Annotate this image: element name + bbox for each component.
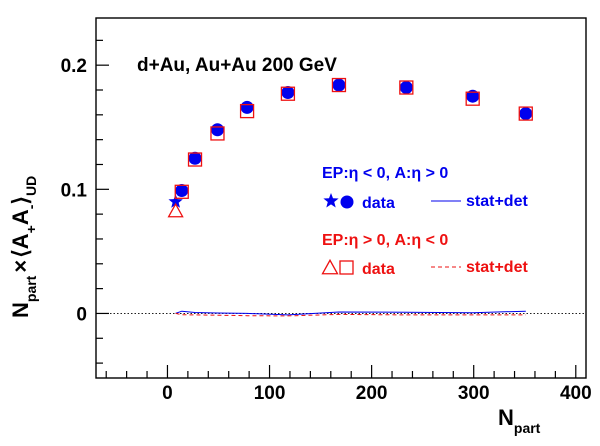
data-point-circle xyxy=(188,151,202,165)
y-axis-title-n: N xyxy=(8,302,33,318)
x-axis-title-sub: part xyxy=(514,420,541,436)
data-point-star xyxy=(168,194,183,208)
data-point-square xyxy=(280,86,296,101)
data-point-triangle xyxy=(167,202,184,218)
y-axis-title: Npart×⟨A+A-⟩UD xyxy=(8,176,39,318)
data-point-square xyxy=(239,103,255,119)
band-line-red xyxy=(175,312,526,317)
y-axis-title-a2: A xyxy=(8,209,33,225)
data-point-square xyxy=(518,106,533,121)
y-tick-label: 0.2 xyxy=(61,56,87,77)
x-tick-label: 300 xyxy=(458,383,490,404)
y-tick-label: 0 xyxy=(76,304,87,325)
data-point-circle xyxy=(466,89,480,103)
legend-blue-circle-marker xyxy=(340,195,354,209)
data-point-circle xyxy=(281,85,295,99)
band-line-blue xyxy=(175,310,526,316)
legend-blue-data-label: data xyxy=(362,195,395,212)
data-markers xyxy=(167,77,533,218)
data-point-circle xyxy=(399,81,413,95)
x-axis-title-main: N xyxy=(498,405,514,430)
x-axis-title: Npart xyxy=(498,405,541,436)
data-point-square xyxy=(210,126,225,141)
y-tick-label: 0.1 xyxy=(61,180,88,201)
y-axis-ticks xyxy=(96,39,109,364)
legend-blue-band-label: stat+det xyxy=(466,193,528,210)
x-axis-tick-labels: 0 100 200 300 400 xyxy=(162,383,591,404)
data-point-circle xyxy=(240,100,254,114)
data-point-circle xyxy=(175,184,189,198)
y-axis-title-plus: + xyxy=(23,225,39,233)
legend-red-header: EP:η > 0, A:η < 0 xyxy=(322,232,448,249)
legend-red-triangle-marker xyxy=(321,258,339,275)
systematic-bands xyxy=(175,310,526,317)
data-point-circle xyxy=(332,78,346,92)
y-axis-title-rang: ⟩ xyxy=(8,196,33,205)
plot-frame xyxy=(95,17,587,379)
data-point-square xyxy=(174,184,189,199)
legend-red-square-marker xyxy=(339,260,354,275)
legend-blue-header: EP:η < 0, A:η > 0 xyxy=(322,165,448,182)
y-axis-title-times: × xyxy=(8,260,33,273)
data-point-square xyxy=(465,91,480,106)
x-tick-label: 100 xyxy=(254,383,286,404)
data-point-square xyxy=(331,77,347,93)
x-axis-ticks xyxy=(105,365,577,378)
data-point-circle xyxy=(519,107,533,121)
legend-red-band-label: stat+det xyxy=(466,259,528,276)
y-axis-title-ud: UD xyxy=(23,176,39,196)
y-axis-title-a1: A xyxy=(8,233,33,249)
chart-title: d+Au, Au+Au 200 GeV xyxy=(137,55,337,76)
x-tick-label: 200 xyxy=(356,383,388,404)
y-axis-title-part: part xyxy=(23,275,39,302)
data-point-circle xyxy=(210,123,224,137)
data-point-square xyxy=(187,152,203,167)
y-axis-title-minus: - xyxy=(23,204,39,209)
x-tick-label: 0 xyxy=(162,383,173,404)
legend-blue-star-marker xyxy=(323,193,339,208)
y-axis-title-lang: ⟨ xyxy=(8,249,33,258)
y-axis-tick-labels: 0 0.1 0.2 xyxy=(61,56,88,325)
data-point-square xyxy=(399,80,414,95)
x-tick-label: 400 xyxy=(560,383,592,404)
legend-red-data-label: data xyxy=(362,261,395,278)
